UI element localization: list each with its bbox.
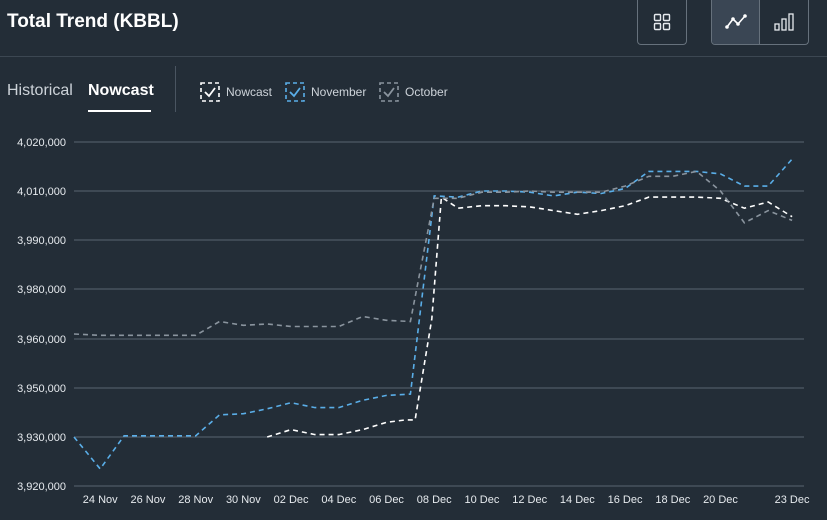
bar-chart-button[interactable]	[760, 0, 808, 44]
legend-label: Nowcast	[226, 85, 272, 99]
legend-label: November	[311, 85, 366, 99]
y-tick-label: 3,980,000	[17, 284, 66, 296]
y-axis-ticks: 4,020,000 4,010,000 3,990,000 3,980,000 3,96…	[17, 137, 66, 493]
active-tab-indicator	[88, 110, 151, 112]
header: Total Trend (KBBL)	[0, 0, 827, 57]
x-tick-label: 23 Dec	[775, 494, 810, 506]
legend-label: October	[405, 85, 448, 99]
legend-item-nowcast[interactable]: Nowcast	[200, 82, 272, 102]
tab-nowcast[interactable]: Nowcast	[88, 82, 154, 100]
x-tick-label: 30 Nov	[226, 494, 261, 506]
x-tick-label: 08 Dec	[417, 494, 452, 506]
x-tick-label: 12 Dec	[512, 494, 547, 506]
chart-type-toggle	[711, 0, 809, 45]
x-tick-label: 16 Dec	[608, 494, 643, 506]
x-tick-label: 28 Nov	[178, 494, 213, 506]
legend-item-october[interactable]: October	[379, 82, 448, 102]
chart-series	[74, 159, 792, 469]
x-tick-label: 02 Dec	[274, 494, 309, 506]
y-tick-label: 3,930,000	[17, 432, 66, 444]
x-tick-label: 06 Dec	[369, 494, 404, 506]
y-tick-label: 3,960,000	[17, 334, 66, 346]
x-axis-ticks: 24 Nov 26 Nov 28 Nov 30 Nov 02 Dec 04 Dec 06 D…	[83, 494, 810, 506]
x-tick-label: 10 Dec	[465, 494, 500, 506]
checkbox-checked-icon	[285, 82, 305, 102]
divider	[175, 66, 176, 112]
series-line-nowcast	[267, 197, 792, 437]
chart-gridlines	[74, 142, 804, 486]
trend-chart: 4,020,000 4,010,000 3,990,000 3,980,000 3,96…	[0, 120, 827, 520]
y-tick-label: 4,020,000	[17, 137, 66, 149]
line-chart-icon	[725, 14, 747, 30]
y-tick-label: 3,990,000	[17, 235, 66, 247]
page-title: Total Trend (KBBL)	[7, 11, 179, 33]
line-chart-button[interactable]	[712, 0, 760, 44]
checkbox-checked-icon	[379, 82, 399, 102]
x-tick-label: 24 Nov	[83, 494, 118, 506]
bar-chart-icon	[773, 13, 795, 31]
checkbox-checked-icon	[200, 82, 220, 102]
x-tick-label: 26 Nov	[131, 494, 166, 506]
x-tick-label: 04 Dec	[321, 494, 356, 506]
legend-item-november[interactable]: November	[285, 82, 366, 102]
y-tick-label: 3,920,000	[17, 481, 66, 493]
grid-view-button[interactable]	[637, 0, 687, 45]
y-tick-label: 3,950,000	[17, 383, 66, 395]
x-tick-label: 14 Dec	[560, 494, 595, 506]
x-tick-label: 18 Dec	[655, 494, 690, 506]
y-tick-label: 4,010,000	[17, 186, 66, 198]
tab-historical[interactable]: Historical	[7, 82, 73, 100]
grid-icon	[653, 13, 671, 31]
x-tick-label: 20 Dec	[703, 494, 738, 506]
